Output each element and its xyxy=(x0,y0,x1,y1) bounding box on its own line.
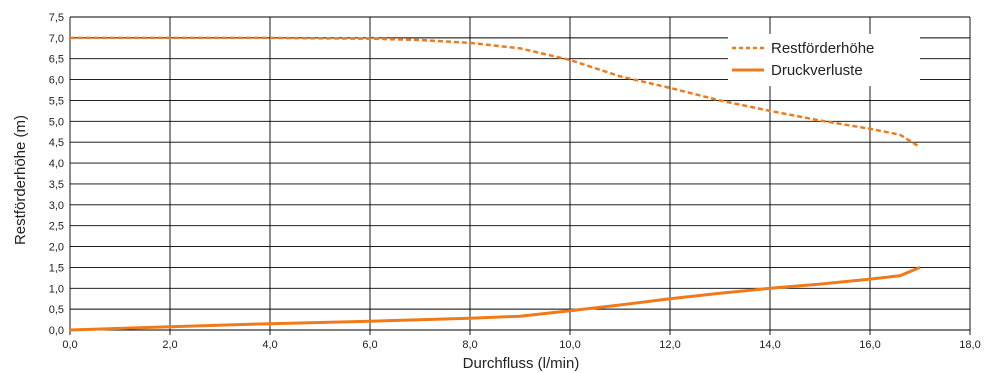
x-tick-label: 0,0 xyxy=(62,339,77,351)
y-tick-label: 5,5 xyxy=(49,95,64,107)
x-tick-label: 16,0 xyxy=(859,339,880,351)
x-tick-label: 2,0 xyxy=(162,339,177,351)
legend-label-druckverluste: Druckverluste xyxy=(771,62,863,79)
y-tick-label: 3,0 xyxy=(49,200,64,212)
x-tick-label: 6,0 xyxy=(362,339,377,351)
tick-labels: 0,0 0,5 1,0 1,5 2,0 2,5 3,0 3,5 4,0 4,5 5,0 5,5 6,0 6… xyxy=(49,12,981,351)
y-tick-label: 0,0 xyxy=(49,325,64,337)
series-line-0 xyxy=(70,36,921,149)
x-tick-label: 12,0 xyxy=(659,339,680,351)
y-tick-label: 1,0 xyxy=(49,283,64,295)
series-group xyxy=(69,36,921,332)
y-tick-label: 2,5 xyxy=(49,221,64,233)
legend: Restförderhöhe Druckverluste xyxy=(728,34,920,86)
y-tick-label: 4,5 xyxy=(49,137,64,149)
series-line-1 xyxy=(69,266,921,332)
legend-label-restfoerderhoehe: Restförderhöhe xyxy=(771,40,874,57)
x-tick-label: 8,0 xyxy=(462,339,477,351)
y-tick-label: 6,5 xyxy=(49,54,64,66)
y-tick-label: 6,0 xyxy=(49,75,64,87)
legend-background xyxy=(728,34,920,86)
y-axis-title: Restförderhöhe (m) xyxy=(12,115,29,245)
y-tick-label: 3,5 xyxy=(49,179,64,191)
y-tick-label: 0,5 xyxy=(49,304,64,316)
x-tick-label: 10,0 xyxy=(559,339,580,351)
y-tick-label: 2,0 xyxy=(49,242,64,254)
x-axis-title: Durchfluss (l/min) xyxy=(463,355,580,372)
y-tick-label: 1,5 xyxy=(49,262,64,274)
x-tick-label: 18,0 xyxy=(959,339,980,351)
x-tick-label: 4,0 xyxy=(262,339,277,351)
y-tick-label: 5,0 xyxy=(49,116,64,128)
y-tick-label: 4,0 xyxy=(49,158,64,170)
y-tick-label: 7,5 xyxy=(49,12,64,24)
x-tick-label: 14,0 xyxy=(759,339,780,351)
y-tick-label: 7,0 xyxy=(49,33,64,45)
